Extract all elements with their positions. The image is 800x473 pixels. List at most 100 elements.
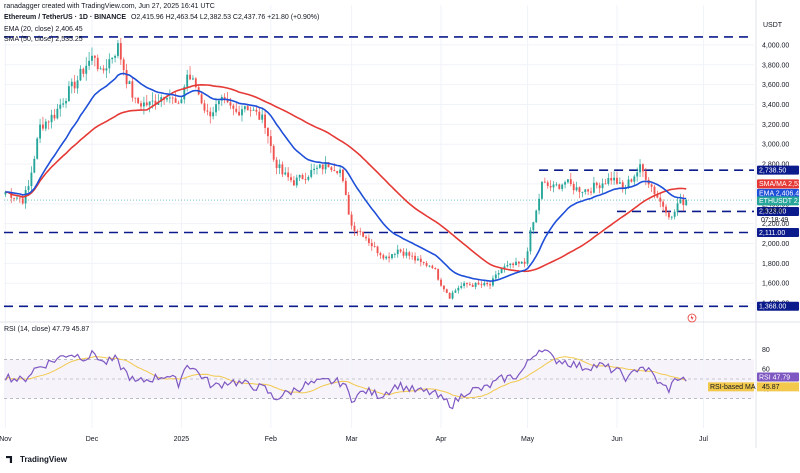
- candle-body: [76, 80, 79, 89]
- price-tick-label: 1,600.00: [762, 281, 789, 288]
- currency-label: USDT: [763, 22, 783, 29]
- candle-body: [65, 101, 67, 104]
- candle-body: [255, 109, 258, 112]
- candle-body: [500, 268, 503, 274]
- rsi-ma-line: [5, 356, 687, 399]
- level-tag-bg: [757, 165, 799, 175]
- candle-body: [166, 98, 168, 100]
- rsi-panel: [4, 349, 754, 410]
- candle-body: [192, 78, 194, 80]
- change-percent: -5.05%: [761, 208, 783, 215]
- time-tick-label: Feb: [265, 436, 277, 443]
- candle-body: [36, 138, 39, 159]
- level-tag-bg: [757, 206, 799, 216]
- candle-body: [102, 68, 105, 71]
- level-tag-text: 2,111.00: [759, 230, 785, 237]
- candle-body: [466, 282, 468, 285]
- candle-body: [16, 197, 18, 199]
- candle-body: [232, 105, 235, 109]
- candle-body: [353, 225, 356, 231]
- sma-legend[interactable]: SMA (50, close) 2,535.25: [4, 36, 83, 43]
- rsi-ma-tag: RSI-based MA 45.87: [708, 382, 799, 392]
- candle-body: [529, 230, 532, 252]
- candle-body: [541, 181, 543, 199]
- candle-body: [327, 162, 330, 168]
- last-price-tag: ETHUSDT 2,437.76: [757, 196, 800, 206]
- candle-body: [512, 263, 515, 266]
- candle-body: [53, 114, 56, 119]
- candle-body: [359, 231, 362, 233]
- candle-body: [555, 184, 558, 186]
- candle-body: [391, 254, 393, 259]
- candle-body: [636, 172, 639, 177]
- candle-body: [154, 100, 157, 105]
- candle-body: [246, 106, 249, 111]
- lightning-icon[interactable]: [687, 313, 697, 323]
- price-tick-label: 3,000.00: [762, 142, 789, 149]
- candle-body: [434, 267, 437, 270]
- time-tick-label: Dec: [86, 436, 99, 443]
- candle-body: [388, 256, 391, 259]
- symbol-title[interactable]: Ethereum / TetherUS · 1D · BINANCE: [4, 14, 126, 21]
- candle-body: [463, 282, 466, 287]
- ema-legend[interactable]: EMA (20, close) 2,406.45: [4, 26, 83, 33]
- candle-body: [526, 251, 529, 264]
- price-tick-label: 1,800.00: [762, 261, 789, 268]
- candle-body: [642, 164, 644, 172]
- candle-body: [448, 292, 451, 299]
- candle-body: [4, 191, 7, 195]
- candle-body: [454, 290, 457, 293]
- candle-body: [140, 103, 142, 107]
- candle-body: [336, 171, 339, 174]
- rsi-value-tag-text: RSI 47.79: [759, 374, 790, 381]
- candle-body: [607, 178, 610, 184]
- candle-body: [633, 176, 636, 182]
- candle-body: [506, 265, 509, 267]
- candle-body: [295, 177, 298, 186]
- candle-body: [659, 197, 662, 202]
- candle-body: [292, 180, 295, 186]
- candle-body: [111, 57, 114, 60]
- candle-body: [200, 94, 203, 104]
- candle-body: [344, 180, 347, 195]
- candle-body: [168, 97, 171, 99]
- price-tags: 2,738.50 2,323.00 2,111.00 1,368.00 SMA/MA 2…: [708, 165, 800, 392]
- candle-body: [549, 185, 552, 188]
- candle-body: [572, 183, 575, 191]
- candle-body: [27, 186, 30, 191]
- rsi-ma-tag-bg: [708, 382, 754, 392]
- candle-body: [261, 114, 264, 120]
- candle-body: [281, 164, 284, 175]
- candle-body: [70, 81, 73, 87]
- candle-body: [284, 172, 287, 175]
- candle-body: [480, 284, 483, 286]
- last-price-tag-text: ETHUSDT 2,437.76: [759, 198, 800, 205]
- candle-body: [39, 124, 41, 139]
- candle-body: [417, 258, 419, 261]
- ema-price-tag: EMA 2,406.45: [757, 188, 800, 198]
- candle-body: [613, 177, 616, 181]
- candle-body: [128, 81, 131, 85]
- candle-body: [93, 55, 96, 58]
- candle-body: [578, 187, 581, 193]
- candle-body: [235, 108, 238, 112]
- candle-body: [362, 231, 365, 237]
- tradingview-logo[interactable]: TradingView: [6, 455, 67, 464]
- candle-body: [238, 111, 241, 116]
- candle-body: [419, 258, 422, 263]
- candle-body: [264, 114, 266, 128]
- rsi-legend[interactable]: RSI (14, close) 47.79 45.87: [4, 326, 90, 333]
- candle-body: [515, 261, 517, 266]
- candle-body: [275, 159, 278, 169]
- candle-body: [183, 86, 186, 100]
- candle-body: [307, 176, 310, 180]
- level-tag-text: 2,323.00: [759, 209, 786, 216]
- ema-20-line: [5, 72, 687, 282]
- candle-body: [42, 124, 44, 129]
- candle-body: [229, 102, 232, 106]
- candle-body: [558, 184, 561, 189]
- candle-body: [656, 194, 659, 198]
- candle-body: [269, 136, 272, 146]
